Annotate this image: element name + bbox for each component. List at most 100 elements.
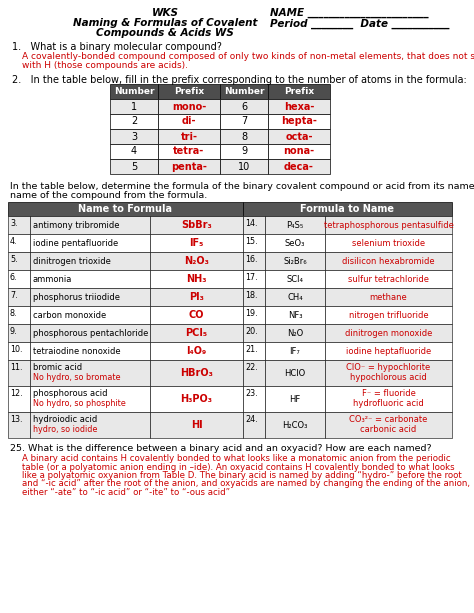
Bar <box>150 412 243 438</box>
Bar <box>265 270 325 288</box>
Bar <box>150 342 243 360</box>
Text: 5: 5 <box>131 161 137 172</box>
Bar <box>30 270 150 288</box>
Bar <box>268 84 330 99</box>
Text: 24.: 24. <box>245 415 258 424</box>
Bar <box>268 144 330 159</box>
Bar <box>220 84 268 99</box>
Text: H₃PO₃: H₃PO₃ <box>181 394 212 404</box>
Text: hepta-: hepta- <box>281 116 317 126</box>
Text: deca-: deca- <box>284 161 314 172</box>
Bar <box>265 234 325 252</box>
Bar <box>8 386 30 412</box>
Text: phosphorous acid: phosphorous acid <box>33 389 108 398</box>
Bar <box>150 306 243 324</box>
Bar <box>158 159 220 174</box>
Bar <box>110 84 158 99</box>
Bar <box>158 144 220 159</box>
Text: Prefix: Prefix <box>174 87 204 96</box>
Bar <box>30 288 150 306</box>
Text: 20.: 20. <box>245 327 258 336</box>
Bar <box>268 159 330 174</box>
Bar <box>325 412 452 438</box>
Text: 16.: 16. <box>245 255 257 264</box>
Text: NAME _______________________: NAME _______________________ <box>270 8 428 18</box>
Text: ClO⁻ = hypochlorite: ClO⁻ = hypochlorite <box>346 363 430 372</box>
Bar <box>110 99 158 114</box>
Bar <box>325 288 452 306</box>
Text: NF₃: NF₃ <box>288 311 302 319</box>
Text: sulfur tetrachloride: sulfur tetrachloride <box>348 275 429 283</box>
Bar <box>8 360 30 386</box>
Text: hypochlorous acid: hypochlorous acid <box>350 373 427 382</box>
Text: SbBr₃: SbBr₃ <box>181 220 212 230</box>
Text: SCl₄: SCl₄ <box>286 275 303 283</box>
Bar <box>243 360 265 386</box>
Bar <box>325 252 452 270</box>
Bar <box>243 234 265 252</box>
Bar <box>30 342 150 360</box>
Bar <box>8 324 30 342</box>
Text: Period ________  Date ___________: Period ________ Date ___________ <box>270 19 449 29</box>
Bar <box>110 159 158 174</box>
Bar <box>325 324 452 342</box>
Text: Si₂Br₆: Si₂Br₆ <box>283 256 307 265</box>
Bar <box>243 252 265 270</box>
Bar <box>158 84 220 99</box>
Text: and “-ic acid” after the root of the anion, and oxyacids are named by changing t: and “-ic acid” after the root of the ani… <box>22 479 470 489</box>
Text: with H (those compounds are acids).: with H (those compounds are acids). <box>22 61 188 70</box>
Bar <box>30 360 150 386</box>
Text: Number: Number <box>224 87 264 96</box>
Text: table (or a polyatomic anion ending in –ide). An oxyacid contains H covalently b: table (or a polyatomic anion ending in –… <box>22 462 455 471</box>
Text: 22.: 22. <box>245 363 258 372</box>
Text: 21.: 21. <box>245 345 258 354</box>
Bar <box>150 288 243 306</box>
Text: P₄S₅: P₄S₅ <box>286 221 304 229</box>
Bar <box>265 252 325 270</box>
Bar <box>243 324 265 342</box>
Text: 18.: 18. <box>245 291 257 300</box>
Bar <box>8 270 30 288</box>
Bar <box>150 324 243 342</box>
Bar <box>8 412 30 438</box>
Bar <box>325 216 452 234</box>
Bar <box>268 99 330 114</box>
Text: carbon monoxide: carbon monoxide <box>33 311 106 319</box>
Text: 15.: 15. <box>245 237 258 246</box>
Text: SeO₃: SeO₃ <box>285 238 305 248</box>
Text: 11.: 11. <box>10 363 22 372</box>
Bar <box>243 342 265 360</box>
Bar <box>158 129 220 144</box>
Text: 9: 9 <box>241 147 247 156</box>
Bar <box>30 412 150 438</box>
Bar <box>265 324 325 342</box>
Text: tri-: tri- <box>181 132 198 142</box>
Text: dinitrogen trioxide: dinitrogen trioxide <box>33 256 111 265</box>
Bar <box>243 306 265 324</box>
Bar <box>8 342 30 360</box>
Text: F⁻ = fluoride: F⁻ = fluoride <box>362 389 415 398</box>
Text: tetraphosphorous pentasulfide: tetraphosphorous pentasulfide <box>324 221 454 229</box>
Text: either “-ate” to “-ic acid” or “-ite” to “-ous acid”: either “-ate” to “-ic acid” or “-ite” to… <box>22 488 230 497</box>
Bar <box>110 144 158 159</box>
Text: Prefix: Prefix <box>284 87 314 96</box>
Text: A covalently-bonded compound composed of only two kinds of non-metal elements, t: A covalently-bonded compound composed of… <box>22 52 474 61</box>
Text: CH₄: CH₄ <box>287 292 303 302</box>
Text: HBrO₃: HBrO₃ <box>180 368 213 378</box>
Text: 23.: 23. <box>245 389 258 398</box>
Bar <box>30 216 150 234</box>
Bar <box>265 342 325 360</box>
Bar <box>150 360 243 386</box>
Text: methane: methane <box>370 292 407 302</box>
Text: hydrofluoric acid: hydrofluoric acid <box>353 399 424 408</box>
Bar <box>268 129 330 144</box>
Bar <box>325 234 452 252</box>
Bar <box>220 144 268 159</box>
Text: N₂O₃: N₂O₃ <box>184 256 209 266</box>
Text: bromic acid: bromic acid <box>33 363 82 372</box>
Text: 10.: 10. <box>10 345 22 354</box>
Text: Naming & Formulas of Covalent: Naming & Formulas of Covalent <box>73 18 257 28</box>
Bar <box>325 360 452 386</box>
Bar <box>220 159 268 174</box>
Text: IF₅: IF₅ <box>189 238 204 248</box>
